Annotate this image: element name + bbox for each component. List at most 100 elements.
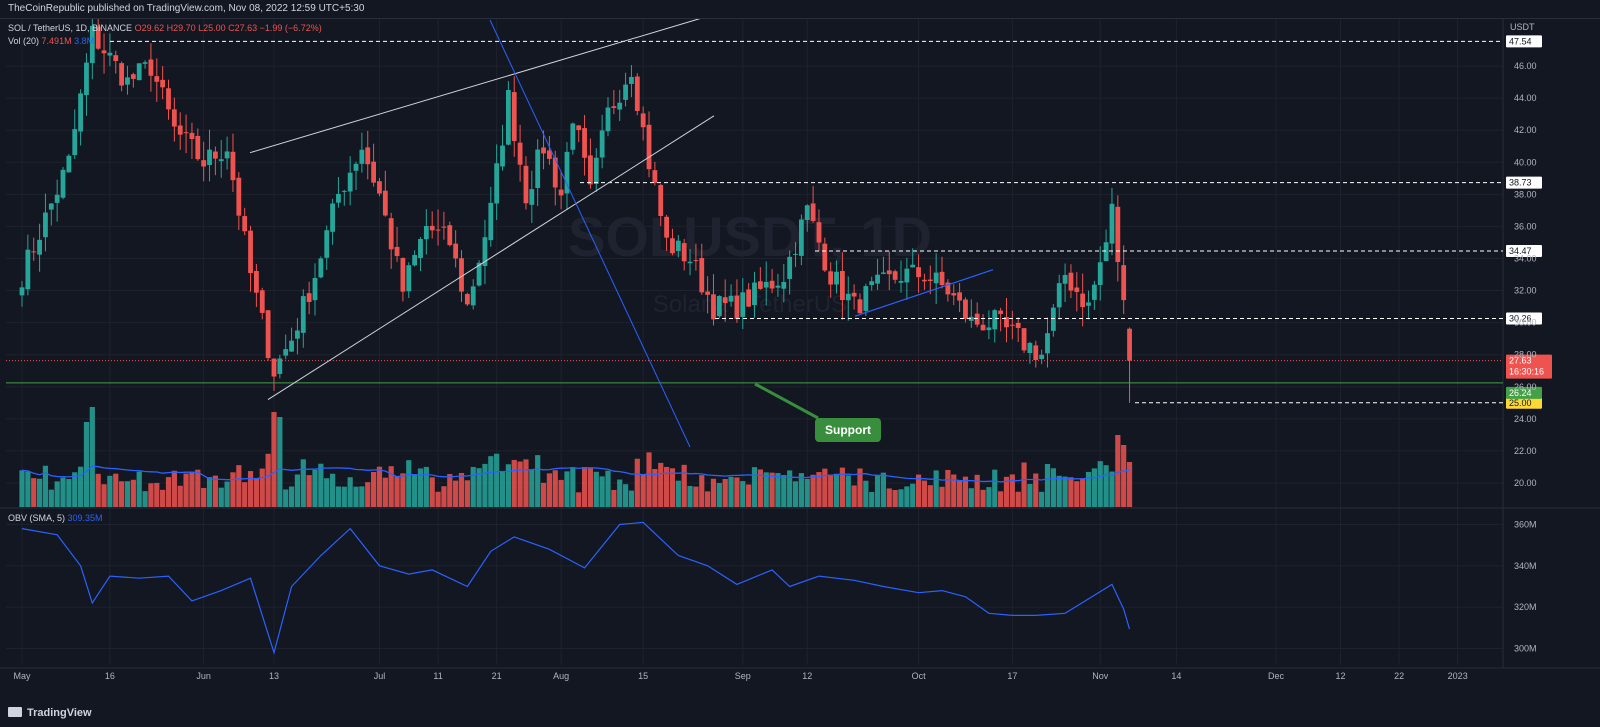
volume-bar: [874, 475, 881, 507]
candle-body: [154, 76, 160, 82]
volume-bar: [1062, 476, 1068, 507]
tradingview-logo[interactable]: TradingView: [8, 707, 92, 719]
candle-body: [605, 107, 611, 132]
volume-bar: [980, 489, 986, 507]
candle-body: [72, 129, 78, 156]
volume-bar: [31, 478, 37, 507]
candle-body: [1039, 354, 1045, 360]
candle-body: [904, 268, 910, 283]
volume-bar: [78, 466, 84, 507]
candle-body: [107, 52, 113, 56]
volume-bar: [833, 473, 840, 507]
volume-bar: [628, 490, 635, 507]
candle-body: [37, 239, 42, 255]
volume-bar: [224, 481, 230, 507]
price-tick-label: 36.00: [1514, 221, 1537, 231]
volume-bar: [189, 472, 195, 507]
time-tick-label: 22: [1394, 671, 1404, 681]
volume-bar: [845, 475, 851, 507]
price-tick-label: 20.00: [1514, 478, 1537, 488]
volume-bar: [124, 481, 131, 507]
obv-tick-label: 300M: [1514, 643, 1537, 653]
volume-bar: [195, 469, 201, 507]
volume-bar: [359, 486, 365, 507]
candle-body: [599, 130, 605, 158]
obv-label[interactable]: OBV (SMA, 5): [8, 513, 66, 523]
candle-body: [236, 177, 242, 216]
volume-bar: [453, 480, 459, 507]
volume-bar: [892, 489, 898, 507]
time-tick-label: Jun: [196, 671, 211, 681]
volume-bar: [382, 477, 388, 507]
candle-body: [505, 89, 511, 145]
volume-bar: [306, 475, 312, 507]
volume-bar: [335, 486, 342, 507]
candle-body: [84, 62, 89, 96]
volume-bar: [365, 482, 371, 507]
volume-bar: [915, 474, 922, 507]
candle-body: [382, 190, 388, 216]
candle-body: [576, 125, 582, 131]
volume-bar: [447, 474, 453, 507]
volume-bar: [634, 458, 640, 507]
candle-body: [183, 132, 189, 134]
candle-body: [980, 324, 986, 331]
ohlc-values: O29.62 H29.70 L25.00 C27.63 −1.99 (−6.72…: [134, 23, 322, 33]
candle-body: [136, 63, 142, 81]
candle-body: [523, 165, 529, 204]
candle-body: [1056, 283, 1062, 308]
candle-body: [265, 310, 271, 358]
symbol-name[interactable]: SOL / TetherUS, 1D, BINANCE: [8, 23, 133, 33]
volume-bar: [728, 476, 734, 507]
volume-bar: [1021, 462, 1027, 507]
candle-body: [711, 294, 716, 320]
candle-body: [1091, 284, 1097, 300]
volume-bar: [441, 486, 447, 507]
volume-bar: [839, 467, 845, 507]
time-tick-label: 14: [1171, 671, 1181, 681]
candle-body: [31, 251, 37, 253]
candle-body: [968, 316, 974, 321]
volume-bar: [658, 462, 664, 507]
volume-bar: [347, 477, 353, 507]
candle-body: [722, 297, 728, 304]
level-tag: [1506, 244, 1542, 257]
candle-body: [863, 286, 869, 311]
volume-bar: [904, 486, 910, 507]
volume-bar: [722, 479, 728, 507]
level-tag-label: 34.47: [1509, 246, 1532, 256]
candle-body: [652, 170, 658, 183]
watermark-symbol: SOLUSDT, 1D: [568, 205, 932, 268]
candle-body: [365, 147, 371, 165]
candle-body: [687, 261, 693, 264]
volume-bar: [1056, 475, 1062, 507]
level-tag: [1506, 35, 1542, 48]
volume-bar: [376, 466, 383, 507]
candle-body: [734, 295, 740, 319]
candle-body: [1115, 206, 1121, 263]
volume-label[interactable]: Vol (20): [8, 36, 40, 46]
volume-ma-value: 3.8M: [74, 36, 95, 46]
candle-body: [1050, 307, 1056, 331]
candle-body: [541, 147, 546, 154]
volume-bar: [417, 468, 424, 507]
candle-body: [43, 212, 48, 238]
candle-body: [289, 340, 294, 352]
volume-bar: [587, 467, 594, 507]
tradingview-logo-icon: [8, 707, 22, 717]
time-tick-label: 12: [1335, 671, 1345, 681]
candle-body: [166, 88, 171, 110]
candle-body: [482, 237, 488, 267]
candle-body: [242, 216, 248, 232]
candle-body: [1103, 242, 1109, 262]
candle-body: [564, 151, 570, 194]
time-tick-label: 11: [433, 671, 442, 681]
volume-bar: [581, 467, 588, 507]
candle-body: [142, 62, 148, 64]
price-tick-label: 34.00: [1514, 253, 1537, 263]
candle-body: [986, 327, 992, 331]
volume-bar: [998, 491, 1004, 507]
candle-body: [634, 76, 640, 111]
